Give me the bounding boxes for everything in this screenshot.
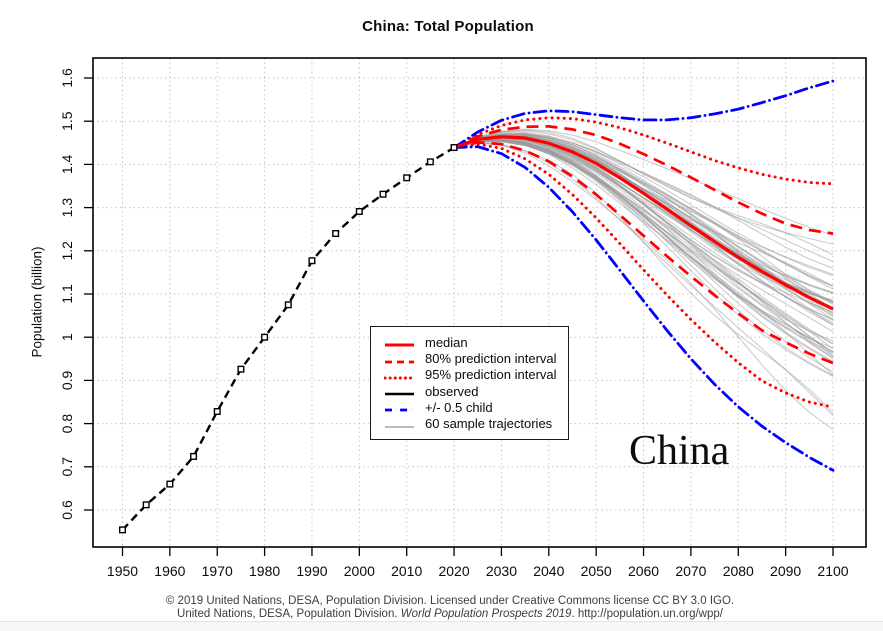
svg-text:1.6: 1.6 xyxy=(59,68,75,88)
legend-item-half-child: +/- 0.5 child xyxy=(384,399,568,415)
svg-text:2050: 2050 xyxy=(581,563,612,579)
legend-item-80pi: 80% prediction interval xyxy=(384,350,568,366)
viewport-bottom-strip xyxy=(0,621,883,631)
legend-label: 60 sample trajectories xyxy=(425,416,553,432)
pi80-line-sample-icon xyxy=(384,354,415,364)
svg-text:0.9: 0.9 xyxy=(59,370,75,390)
observed-line-sample-icon xyxy=(384,386,415,396)
svg-text:1.1: 1.1 xyxy=(59,284,75,304)
svg-text:1.3: 1.3 xyxy=(59,198,75,218)
legend-label: observed xyxy=(425,383,479,399)
footer-line-1: © 2019 United Nations, DESA, Population … xyxy=(165,595,735,607)
svg-text:1990: 1990 xyxy=(296,563,327,579)
svg-text:2030: 2030 xyxy=(486,563,517,579)
legend-label: 80% prediction interval xyxy=(425,351,557,367)
svg-text:2060: 2060 xyxy=(628,563,659,579)
pi95-line-sample-icon xyxy=(383,370,416,380)
legend-item-observed: observed xyxy=(384,383,568,399)
chart-title: China: Total Population xyxy=(362,18,534,35)
svg-text:1970: 1970 xyxy=(202,563,233,579)
svg-text:1.5: 1.5 xyxy=(59,111,75,131)
svg-text:1980: 1980 xyxy=(249,563,280,579)
svg-text:2010: 2010 xyxy=(391,563,422,579)
svg-text:0.6: 0.6 xyxy=(59,500,75,520)
legend-label: median xyxy=(425,334,468,350)
svg-text:2000: 2000 xyxy=(344,563,375,579)
svg-text:2040: 2040 xyxy=(533,563,564,579)
chart-legend: median 80% prediction interval 95% predi… xyxy=(370,326,569,440)
svg-text:2070: 2070 xyxy=(675,563,706,579)
svg-text:2080: 2080 xyxy=(723,563,754,579)
footer-report-title: World Population Prospects 2019 xyxy=(400,608,572,620)
country-annotation-label: China xyxy=(629,428,730,474)
half-child-line-sample-icon xyxy=(384,402,415,412)
svg-text:1960: 1960 xyxy=(154,563,185,579)
svg-text:1950: 1950 xyxy=(107,563,138,579)
svg-text:2100: 2100 xyxy=(817,563,848,579)
legend-label: +/- 0.5 child xyxy=(425,399,493,415)
svg-text:1.2: 1.2 xyxy=(59,241,75,261)
y-axis-title: Population (billion) xyxy=(29,246,45,358)
svg-text:2090: 2090 xyxy=(770,563,801,579)
legend-item-trajectories: 60 sample trajectories xyxy=(384,416,568,432)
svg-text:1.4: 1.4 xyxy=(59,154,75,174)
svg-text:1: 1 xyxy=(59,333,75,341)
legend-label: 95% prediction interval xyxy=(425,367,557,383)
svg-text:0.7: 0.7 xyxy=(59,457,75,477)
svg-text:2020: 2020 xyxy=(438,563,469,579)
footer-line-2: United Nations, DESA, Population Divisio… xyxy=(177,608,723,620)
attribution-footer: © 2019 United Nations, DESA, Population … xyxy=(0,595,883,621)
legend-item-median: median xyxy=(384,334,568,350)
trajectories-line-sample-icon xyxy=(384,419,415,429)
legend-item-95pi: 95% prediction interval xyxy=(383,367,568,383)
svg-text:0.8: 0.8 xyxy=(59,414,75,434)
median-line-sample-icon xyxy=(384,337,415,347)
